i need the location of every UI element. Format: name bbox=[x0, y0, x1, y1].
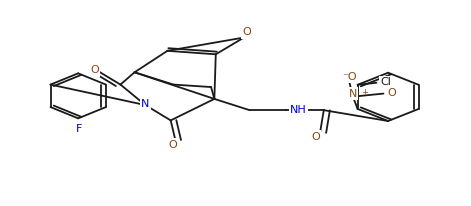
Text: +: + bbox=[361, 88, 368, 97]
Text: Cl: Cl bbox=[380, 77, 391, 87]
Text: O: O bbox=[169, 140, 178, 150]
Text: O: O bbox=[90, 65, 99, 75]
Text: F: F bbox=[76, 124, 82, 135]
Text: ⁻O: ⁻O bbox=[342, 72, 357, 82]
Text: O: O bbox=[387, 88, 396, 98]
Text: N: N bbox=[141, 99, 149, 109]
Text: O: O bbox=[242, 27, 251, 37]
Text: N: N bbox=[349, 89, 357, 99]
Text: NH: NH bbox=[290, 105, 307, 115]
Text: O: O bbox=[311, 132, 320, 142]
